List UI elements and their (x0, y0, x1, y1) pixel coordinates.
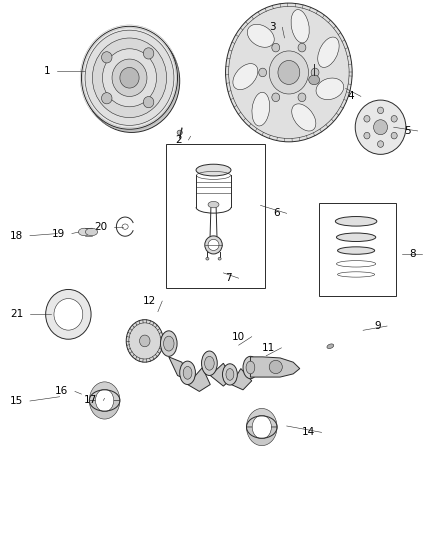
Ellipse shape (318, 37, 339, 68)
Wedge shape (89, 400, 120, 419)
Ellipse shape (252, 92, 270, 126)
Ellipse shape (163, 336, 174, 351)
Text: 21: 21 (10, 309, 23, 319)
Ellipse shape (272, 93, 280, 102)
Polygon shape (251, 357, 300, 377)
Text: 7: 7 (226, 273, 232, 283)
Text: 18: 18 (10, 231, 23, 241)
Ellipse shape (259, 68, 267, 77)
Text: 4: 4 (348, 91, 354, 101)
Ellipse shape (102, 93, 112, 104)
Ellipse shape (269, 360, 283, 374)
Ellipse shape (177, 130, 182, 135)
Wedge shape (247, 427, 277, 446)
Ellipse shape (160, 331, 177, 357)
Ellipse shape (233, 63, 258, 90)
Ellipse shape (206, 257, 209, 260)
Ellipse shape (218, 257, 221, 260)
Ellipse shape (208, 201, 219, 208)
Text: 17: 17 (84, 395, 97, 406)
Ellipse shape (143, 48, 154, 59)
Ellipse shape (247, 25, 274, 47)
Ellipse shape (327, 344, 334, 349)
Ellipse shape (272, 43, 280, 52)
Ellipse shape (378, 107, 384, 114)
Text: 15: 15 (10, 396, 23, 406)
Wedge shape (247, 408, 277, 427)
Ellipse shape (54, 298, 83, 330)
Ellipse shape (364, 132, 370, 139)
Polygon shape (210, 364, 232, 386)
Text: 1: 1 (44, 66, 51, 76)
Ellipse shape (246, 361, 255, 374)
Ellipse shape (102, 52, 112, 63)
Ellipse shape (243, 357, 258, 378)
Text: 10: 10 (232, 332, 245, 342)
Ellipse shape (180, 361, 195, 384)
Text: 5: 5 (404, 126, 411, 136)
Ellipse shape (355, 100, 406, 155)
Text: 16: 16 (55, 386, 68, 397)
Ellipse shape (81, 26, 177, 129)
Ellipse shape (278, 61, 300, 84)
Ellipse shape (226, 368, 234, 380)
Ellipse shape (316, 78, 344, 100)
Text: 14: 14 (302, 427, 315, 438)
Ellipse shape (120, 68, 139, 88)
Ellipse shape (78, 228, 91, 236)
Ellipse shape (223, 364, 237, 385)
Bar (319, 203, 396, 296)
Ellipse shape (102, 49, 156, 107)
Ellipse shape (205, 357, 214, 370)
Ellipse shape (112, 59, 147, 96)
Ellipse shape (338, 247, 374, 254)
Ellipse shape (183, 367, 192, 379)
Ellipse shape (291, 10, 309, 43)
Ellipse shape (84, 29, 180, 132)
Polygon shape (231, 368, 252, 390)
Polygon shape (169, 357, 188, 381)
Ellipse shape (378, 141, 384, 147)
Text: 2: 2 (175, 135, 182, 145)
Text: 11: 11 (261, 343, 275, 353)
Text: 9: 9 (374, 321, 381, 331)
Ellipse shape (336, 233, 376, 241)
Ellipse shape (336, 216, 377, 226)
Ellipse shape (85, 228, 98, 236)
Polygon shape (187, 368, 210, 391)
Text: 12: 12 (142, 296, 155, 306)
Ellipse shape (143, 96, 154, 108)
Ellipse shape (205, 236, 222, 254)
Ellipse shape (298, 93, 306, 102)
Ellipse shape (364, 116, 370, 122)
Ellipse shape (201, 351, 217, 375)
Ellipse shape (298, 43, 306, 52)
Wedge shape (89, 382, 120, 400)
Ellipse shape (208, 239, 219, 251)
Ellipse shape (46, 289, 91, 339)
Ellipse shape (196, 164, 231, 176)
Text: 19: 19 (52, 229, 65, 239)
Text: 6: 6 (273, 208, 280, 219)
Ellipse shape (391, 132, 397, 139)
Text: 3: 3 (269, 22, 276, 33)
Ellipse shape (309, 75, 320, 85)
Bar (166, 144, 265, 288)
Ellipse shape (226, 3, 352, 142)
Ellipse shape (85, 30, 174, 125)
Ellipse shape (92, 38, 166, 118)
Ellipse shape (269, 51, 308, 94)
Ellipse shape (311, 68, 319, 77)
Text: 20: 20 (95, 222, 108, 232)
Ellipse shape (126, 320, 163, 362)
Ellipse shape (391, 116, 397, 122)
Ellipse shape (292, 104, 316, 131)
Ellipse shape (140, 335, 150, 347)
Text: 8: 8 (409, 249, 416, 259)
Ellipse shape (374, 120, 388, 135)
